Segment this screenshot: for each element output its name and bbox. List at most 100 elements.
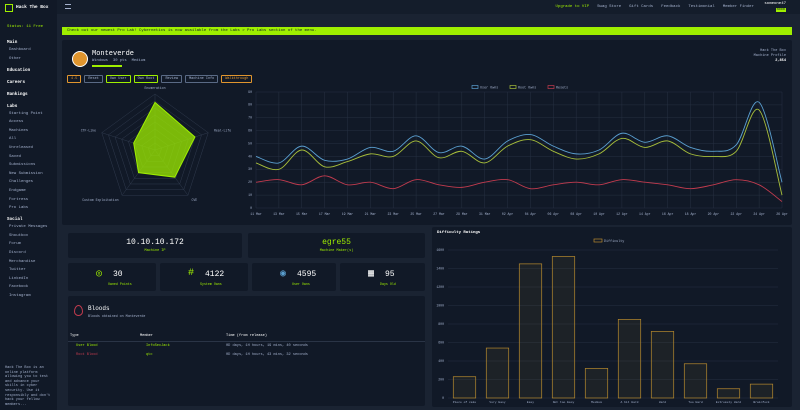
menu-section: Labs	[7, 103, 18, 109]
radar-grid	[101, 93, 209, 196]
top-link[interactable]: Testimonial	[688, 5, 715, 9]
menu-section: Social	[7, 217, 23, 223]
stat-card: ◉ 4595 User Owns	[252, 263, 336, 291]
table-header: Type	[70, 334, 79, 338]
ip-card: 10.10.10.172 Machine IP	[68, 233, 242, 258]
stat-icon: ◉	[280, 269, 287, 280]
y-tick-label: 80	[248, 103, 252, 107]
ip-label: Machine IP	[144, 249, 166, 253]
bar	[749, 383, 774, 399]
series-line	[255, 101, 783, 183]
brand: Hack The Box	[16, 5, 49, 10]
top-link[interactable]: Swag Store	[597, 5, 622, 9]
top-link[interactable]: Upgrade to VIP	[555, 5, 590, 9]
menu-item: New Submission	[9, 171, 43, 176]
x-tick-label: Too Hard	[688, 400, 703, 404]
table-cell: 0D days, 1H hours, 19 mins, 40 seconds	[226, 344, 308, 348]
menu-item: Challenges	[9, 180, 34, 185]
stat-card: ◎ 30 Owned Points	[68, 263, 156, 291]
radar-label: Enumeration	[144, 86, 165, 90]
menu-item: Endgame	[9, 188, 26, 193]
top-link[interactable]: Feedback	[661, 5, 681, 9]
action-button[interactable]: Walkthrough	[221, 75, 253, 83]
profile-line: Machine Profile	[753, 54, 786, 58]
y-tick-label: 200	[438, 377, 444, 381]
bar	[551, 256, 576, 399]
stat-value: 4122	[205, 270, 225, 279]
x-tick-label: Very Easy	[489, 401, 505, 404]
ip: 10.10.10.172	[126, 238, 184, 247]
y-tick-label: 40	[248, 154, 252, 158]
menu-item: Other	[9, 56, 22, 61]
menu-item: Discord	[9, 250, 26, 255]
x-tick-label: 13 Mar	[273, 212, 285, 216]
menu-item: Starting Point	[9, 111, 43, 116]
bloods-card: Bloods Bloods obtained on Monteverde Type M…	[68, 296, 425, 406]
menu-section: Education	[7, 67, 31, 73]
series-line	[255, 108, 783, 196]
x-tick-label: 21 Mar	[365, 212, 377, 216]
chart-title: Difficulty Ratings	[437, 230, 481, 235]
menu-item: Fortress	[9, 197, 29, 202]
x-tick-label: 25 Mar	[410, 212, 422, 216]
y-tick-label: 60	[248, 129, 252, 133]
menu: Main Dashboard Other Education Careers Rankin…	[0, 33, 57, 302]
menu-item: Twitter	[9, 268, 26, 273]
x-tick-label: Medium	[591, 400, 602, 404]
stat-icon: ▦	[368, 269, 375, 280]
bar	[452, 376, 477, 399]
y-tick-label: 20	[248, 180, 252, 184]
x-tick-label: 06 Apr	[548, 212, 560, 216]
y-tick-label: 1600	[436, 248, 444, 252]
action-button[interactable]: Own User	[105, 75, 131, 83]
x-tick-label: 02 Apr	[502, 212, 514, 216]
x-tick-label: 20 Apr	[708, 212, 720, 216]
stat-card: #4122 System Owns	[160, 263, 248, 291]
table-header: Time (from release)	[226, 334, 267, 338]
action-button[interactable]: Own Root	[133, 75, 159, 83]
menu-item: LinkedIn	[9, 276, 29, 281]
top-link[interactable]: Member Finder	[722, 5, 754, 9]
menu-item: Dashboard	[9, 48, 31, 52]
bloods-subtitle: Bloods obtained on Monteverde	[88, 314, 146, 318]
x-tick-label: 27 Mar	[433, 212, 445, 216]
y-tick-label: 0	[442, 396, 444, 400]
menu-item: Saved	[9, 154, 22, 159]
table-cell: InfoSecJack	[146, 344, 170, 348]
legend-label: Resets	[556, 87, 568, 91]
x-tick-label: Not too Easy	[553, 401, 575, 404]
action-button[interactable]: 4.5	[67, 75, 82, 83]
status: Status: 11 Free	[7, 25, 44, 29]
blood-icon	[74, 305, 83, 316]
radar-label: Custom Exploitation	[82, 198, 118, 202]
brand-logo	[5, 4, 13, 12]
x-tick-label: 10 Apr	[593, 212, 605, 216]
stat-value: 30	[113, 270, 123, 279]
difficulty-card	[432, 227, 792, 407]
bar	[485, 347, 510, 399]
machine-meta: Windows 30 pts Medium	[92, 59, 145, 63]
x-tick-label: 31 Mar	[479, 212, 491, 216]
x-tick-label: Extremely Hard	[716, 400, 741, 404]
x-tick-label: 23 Mar	[387, 212, 399, 216]
table-cell: User Blood	[76, 344, 98, 348]
stat-label: Days Old	[380, 282, 396, 286]
action-button[interactable]: Reset	[84, 75, 103, 83]
x-tick-label: Piece of cake	[453, 400, 477, 404]
menu-item: Access	[9, 120, 24, 125]
radar-area	[133, 101, 196, 178]
menu-item: Instagram	[9, 293, 31, 298]
bar	[617, 319, 642, 399]
action-button[interactable]: Machine Info	[185, 75, 219, 83]
meta-item: Windows	[92, 59, 108, 63]
menu-item: Unreleased	[9, 145, 34, 150]
top-link[interactable]: Gift Cards	[629, 5, 654, 9]
bloods-title: Bloods	[88, 305, 110, 312]
menu-toggle	[65, 4, 71, 9]
x-tick-label: 26 Apr	[776, 212, 788, 216]
y-tick-label: 1400	[436, 266, 444, 270]
action-button[interactable]: Review	[161, 75, 183, 83]
menu-item: Pro Labs	[9, 206, 29, 211]
meta-item: Medium	[131, 59, 146, 63]
